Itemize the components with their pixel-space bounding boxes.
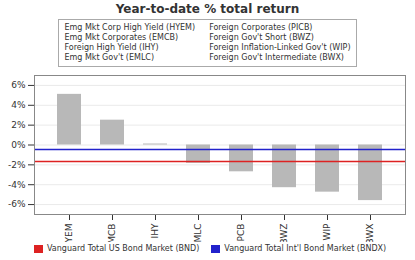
svg-text:MCB: MCB — [107, 224, 117, 243]
html-text:Year-to-date % total return: Year-to-date % total return — [115, 2, 300, 16]
svg-text:IHY: IHY — [150, 223, 160, 238]
html-text:Foreign High Yield (IHY): Foreign High Yield (IHY) — [64, 43, 159, 52]
svg-text:2%: 2% — [11, 120, 26, 130]
svg-text:BWZ: BWZ — [279, 224, 289, 243]
svg-text:6%: 6% — [11, 80, 26, 90]
svg-text:0%: 0% — [11, 140, 26, 150]
html-text:Foreign Inflation-Linked Gov't: Foreign Inflation-Linked Gov't (WIP) — [209, 43, 351, 52]
html-text:Foreign Gov't Intermediate (BW: Foreign Gov't Intermediate (BWX) — [209, 53, 344, 62]
html-text:Foreign Corporates (PICB): Foreign Corporates (PICB) — [209, 23, 313, 32]
html-text:Emg Mkt Gov't (EMLC): Emg Mkt Gov't (EMLC) — [64, 53, 155, 62]
html-text:Emg Mkt Corporates (EMCB): Emg Mkt Corporates (EMCB) — [64, 33, 179, 42]
svg-text:YEM: YEM — [64, 224, 74, 243]
svg-text:4%: 4% — [11, 100, 26, 110]
svg-text:-4%: -4% — [8, 180, 26, 190]
svg-text:WIP: WIP — [322, 223, 332, 241]
html-text:Vanguard Total US Bond Market: Vanguard Total US Bond Market (BND) — [47, 244, 200, 253]
svg-text:MLC: MLC — [193, 224, 203, 243]
svg-text:-2%: -2% — [8, 160, 26, 170]
html-text:Foreign Gov't Short (BWZ): Foreign Gov't Short (BWZ) — [209, 33, 314, 42]
svg-text:PCB: PCB — [236, 224, 246, 242]
html-text:Vanguard Total Int'l Bond Mark: Vanguard Total Int'l Bond Market (BNDX) — [224, 244, 387, 253]
svg-text:BWX: BWX — [365, 224, 375, 243]
html-text:Emg Mkt Corp High Yield (HYEM): Emg Mkt Corp High Yield (HYEM) — [64, 23, 196, 32]
svg-text:-6%: -6% — [8, 199, 26, 209]
